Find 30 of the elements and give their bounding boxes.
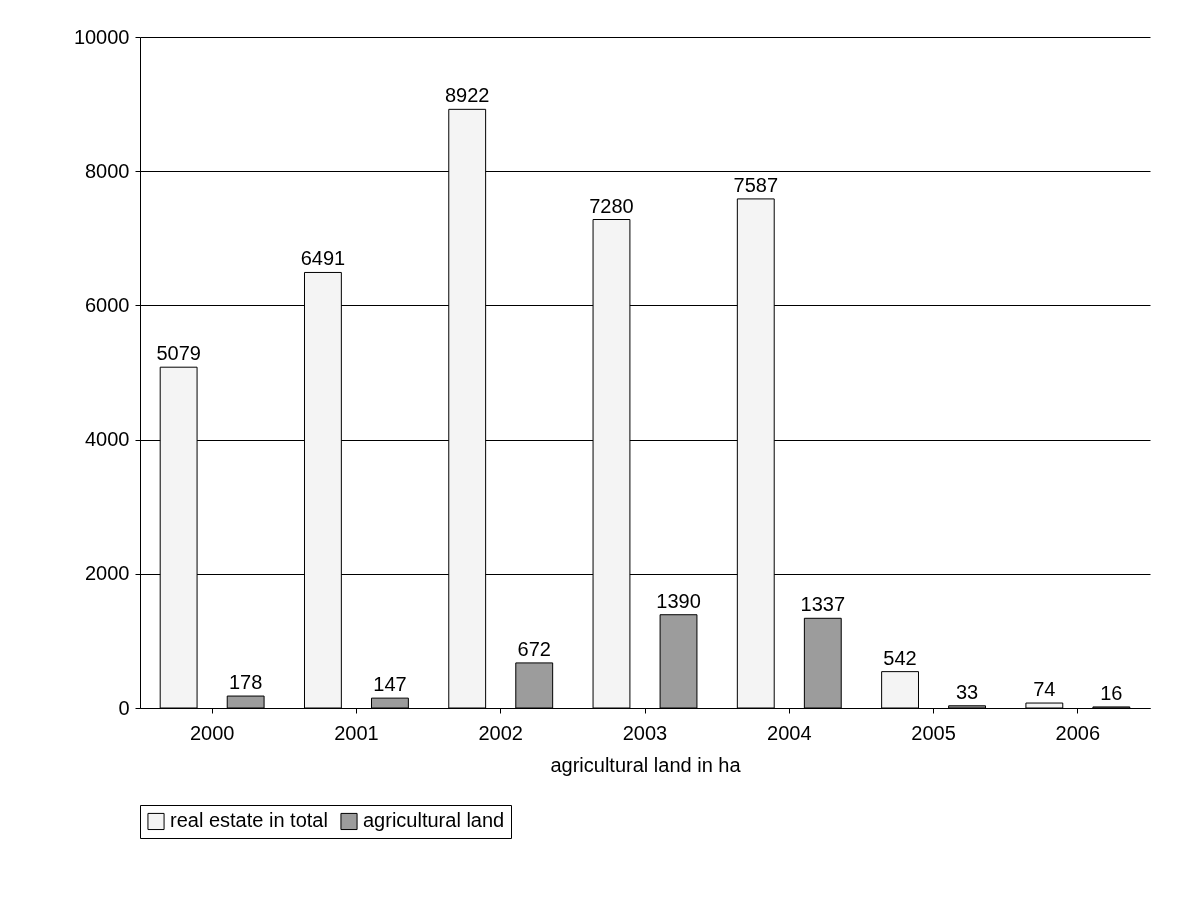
legend-label: agricultural land (363, 809, 505, 832)
x-tick-label: 2000 (189, 721, 235, 744)
x-axis-title: agricultural land in ha (550, 753, 742, 776)
data-label: 6491 (300, 247, 346, 270)
data-label: 178 (228, 671, 263, 694)
data-label: 8922 (444, 84, 490, 107)
y-tick-label: 0 (118, 696, 130, 719)
y-tick-label: 2000 (85, 562, 130, 585)
data-label: 16 (1100, 681, 1123, 704)
x-tick-label: 2006 (1055, 721, 1101, 744)
data-label: 147 (373, 673, 407, 696)
x-tick-label: 2004 (767, 721, 812, 744)
data-label: 33 (955, 680, 979, 703)
y-tick-label: 8000 (85, 159, 130, 182)
data-label: 542 (883, 646, 917, 669)
data-label: 74 (1033, 678, 1056, 701)
legend-label: real estate in total (170, 809, 328, 832)
y-tick-label: 6000 (85, 293, 130, 316)
data-label: 5079 (156, 342, 201, 365)
data-label: 672 (517, 637, 551, 660)
data-label: 7587 (733, 173, 779, 196)
data-label: 1337 (800, 593, 846, 616)
x-tick-label: 2003 (622, 721, 668, 744)
y-tick-label: 10000 (73, 25, 130, 48)
x-tick-label: 2005 (911, 721, 956, 744)
y-tick-label: 4000 (85, 428, 130, 451)
data-label: 7280 (589, 194, 634, 217)
data-label: 1390 (656, 589, 701, 612)
x-tick-label: 2002 (478, 721, 523, 744)
x-tick-label: 2001 (334, 721, 379, 744)
